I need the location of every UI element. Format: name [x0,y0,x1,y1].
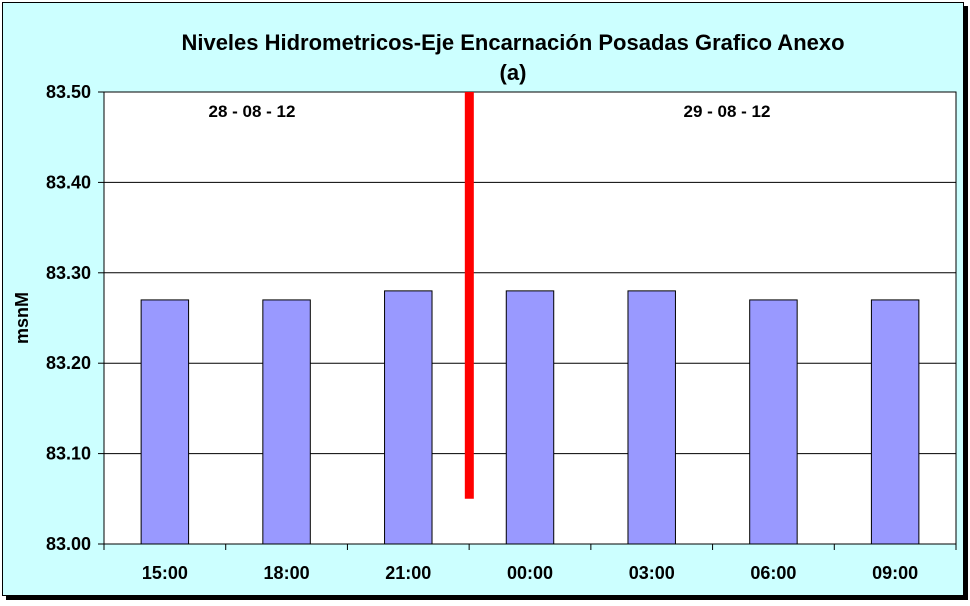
x-tick-label: 06:00 [750,563,796,583]
y-ticks: 83.00 83.10 83.20 83.30 83.40 83.50 [46,82,104,554]
bar [749,299,798,545]
bar [627,290,676,545]
bar [505,290,555,545]
y-tick-label: 83.30 [46,263,91,283]
chart-subtitle: (a) [500,60,527,85]
y-axis-label: msnM [12,292,32,344]
bars [140,290,920,545]
x-tick-label: 03:00 [629,563,675,583]
x-tick-label: 21:00 [385,563,431,583]
chart-title: Niveles Hidrometricos-Eje Encarnación Po… [181,30,844,55]
date-label-left: 28 - 08 - 12 [209,102,296,121]
bar [384,290,433,545]
x-tick-label: 18:00 [264,563,310,583]
bar [140,299,190,545]
x-tick-label: 00:00 [507,563,553,583]
date-label-right: 29 - 08 - 12 [684,102,771,121]
x-tick-label: 09:00 [872,563,918,583]
bar [870,299,920,545]
y-tick-label: 83.00 [46,534,91,554]
x-ticks: 15:00 18:00 21:00 00:00 03:00 06:00 09:00 [103,544,957,583]
x-tick-label: 15:00 [142,563,188,583]
y-tick-label: 83.20 [46,353,91,373]
y-tick-label: 83.40 [46,172,91,192]
y-tick-label: 83.50 [46,82,91,102]
bar [262,299,311,545]
y-tick-label: 83.10 [46,444,91,464]
